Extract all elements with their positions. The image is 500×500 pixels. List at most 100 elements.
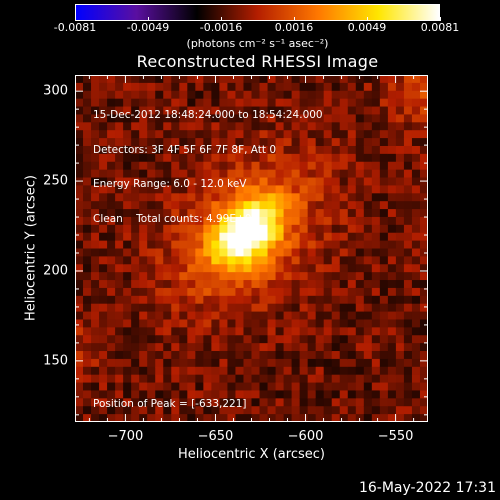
heatmap-cell xyxy=(179,201,188,210)
y-axis-label: Heliocentric Y (arcsec) xyxy=(23,175,39,321)
heatmap-cell xyxy=(83,272,92,281)
heatmap-cell xyxy=(419,209,428,218)
heatmap-cell xyxy=(355,232,365,242)
heatmap-cell xyxy=(243,90,253,100)
heatmap-cell xyxy=(147,414,156,422)
heatmap-cell xyxy=(411,153,421,163)
heatmap-cell xyxy=(91,193,100,202)
heatmap-cell xyxy=(283,130,293,139)
heatmap-cell xyxy=(107,169,116,179)
heatmap-cell xyxy=(363,161,373,171)
heatmap-cell xyxy=(123,201,132,210)
heatmap-cell xyxy=(323,153,333,163)
heatmap-cell xyxy=(371,280,381,289)
heatmap-cell xyxy=(299,114,309,123)
heatmap-cell xyxy=(219,193,229,202)
heatmap-cell xyxy=(403,82,413,92)
heatmap-cell xyxy=(307,98,317,108)
heatmap-cell xyxy=(139,295,148,305)
heatmap-cell xyxy=(355,153,365,163)
heatmap-cell xyxy=(99,224,108,234)
heatmap-cell xyxy=(291,193,301,202)
heatmap-cell xyxy=(131,295,140,305)
heatmap-cell xyxy=(299,327,309,336)
heatmap-cell xyxy=(323,327,333,336)
heatmap-cell xyxy=(259,161,269,171)
heatmap-cell xyxy=(371,114,381,123)
heatmap-cell xyxy=(147,382,156,392)
heatmap-cell xyxy=(379,327,389,336)
heatmap-cell xyxy=(267,130,277,139)
heatmap-cell xyxy=(139,280,148,289)
heatmap-cell xyxy=(243,138,253,147)
heatmap-cell xyxy=(243,358,253,368)
heatmap-cell xyxy=(347,122,357,131)
heatmap-cell xyxy=(107,248,116,257)
heatmap-cell xyxy=(347,114,357,123)
heatmap-cell xyxy=(99,232,108,242)
heatmap-cell xyxy=(315,390,325,399)
heatmap-cell xyxy=(307,169,317,179)
heatmap-cell xyxy=(315,106,325,116)
heatmap-cell xyxy=(187,240,196,250)
heatmap-cell xyxy=(171,82,180,92)
heatmap-cell xyxy=(411,177,421,187)
heatmap-cell xyxy=(179,193,188,202)
heatmap-cell xyxy=(171,287,180,297)
heatmap-cell xyxy=(235,82,245,92)
heatmap-cell xyxy=(171,130,180,139)
heatmap-cell xyxy=(99,240,108,250)
heatmap-cell xyxy=(267,390,277,399)
heatmap-cell xyxy=(251,201,261,210)
heatmap-cell xyxy=(107,82,116,92)
heatmap-cell xyxy=(283,201,293,210)
heatmap-cell xyxy=(371,343,381,352)
heatmap-cell xyxy=(219,90,229,100)
heatmap-cell xyxy=(347,366,357,376)
heatmap-cell xyxy=(259,295,269,305)
heatmap-cell xyxy=(307,358,317,368)
heatmap-cell xyxy=(99,75,108,84)
heatmap-cell xyxy=(347,406,357,415)
heatmap-cell xyxy=(371,201,381,210)
heatmap-cell xyxy=(283,319,293,328)
heatmap-cell xyxy=(83,106,92,116)
heatmap-cell xyxy=(99,130,108,139)
heatmap-cell xyxy=(259,216,269,226)
heatmap-cell xyxy=(403,90,413,100)
heatmap-cell xyxy=(83,287,92,297)
heatmap-cell xyxy=(195,335,204,344)
heatmap-cell xyxy=(307,122,317,131)
heatmap-cell xyxy=(211,272,221,281)
heatmap-cell xyxy=(147,390,156,399)
heatmap-cell xyxy=(371,406,381,415)
heatmap-cell xyxy=(123,327,132,336)
heatmap-cell xyxy=(251,327,261,336)
heatmap-cell xyxy=(107,327,116,336)
heatmap-cell xyxy=(107,122,116,131)
chart-title: Reconstructed RHESSI Image xyxy=(136,52,379,71)
heatmap-cell xyxy=(379,335,389,344)
x-axis-label: Heliocentric X (arcsec) xyxy=(178,447,325,462)
heatmap-cell xyxy=(419,382,428,392)
heatmap-cell xyxy=(107,209,116,218)
heatmap-cell xyxy=(139,145,148,155)
heatmap-cell xyxy=(267,216,277,226)
heatmap-cell xyxy=(315,256,325,265)
heatmap-cell xyxy=(331,303,341,313)
heatmap-cell xyxy=(243,177,253,187)
heatmap-cell xyxy=(227,303,237,313)
heatmap-cell xyxy=(355,256,365,265)
heatmap-cell xyxy=(147,201,156,210)
heatmap-cell xyxy=(211,390,221,399)
heatmap-cell xyxy=(379,161,389,171)
heatmap-cell xyxy=(75,351,84,360)
heatmap-cell xyxy=(227,374,237,384)
heatmap-cell xyxy=(171,358,180,368)
heatmap-cell xyxy=(211,398,221,407)
heatmap-cell xyxy=(339,114,349,123)
heatmap-cell xyxy=(299,351,309,360)
heatmap-cell xyxy=(307,311,317,321)
heatmap-cell xyxy=(187,358,196,368)
heatmap-cell xyxy=(171,414,180,422)
